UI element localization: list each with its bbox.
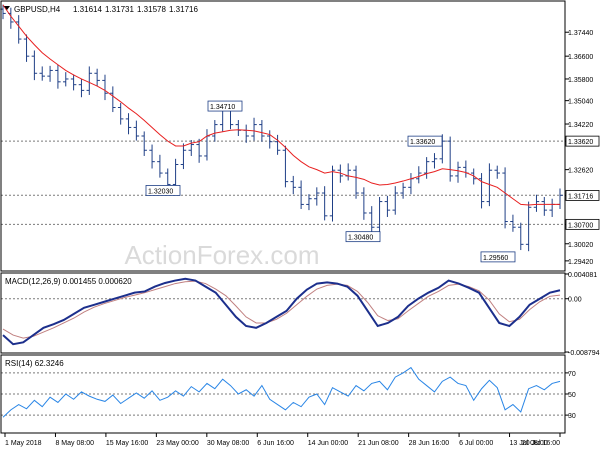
rsi-y-tick-label: 70: [568, 371, 576, 378]
ohlc-high: 1.31731: [105, 5, 134, 14]
price-annotation-label: 1.34710: [210, 104, 235, 111]
rsi-y-tick-label: 50: [568, 392, 576, 399]
price-y-tick-label: 1.33620: [568, 139, 593, 146]
axis-layer: 1.37440 1.36600 1.35800 1.35040 1.34220 1.336…: [4, 30, 600, 447]
price-annotation-box: [145, 185, 181, 196]
x-tick-label: 14 Jun 00:00: [308, 440, 349, 447]
price-y-tick-label: 1.29420: [568, 259, 593, 266]
macd-panel-frame: [0, 272, 566, 354]
rsi-title: RSI(14) 62.3246: [5, 359, 64, 368]
label-layer: GBPUSD,H4 1.31614 1.31731 1.31578 1.3171…: [4, 5, 198, 368]
x-tick-label: 13 Jul 08:00: [510, 440, 548, 447]
price-annotation-label: 1.30480: [348, 235, 373, 242]
price-y-tick-box: [565, 218, 600, 230]
ohlc-low: 1.31578: [137, 5, 166, 14]
macd-signal-line: [2, 280, 561, 339]
price-y-tick-label: 1.37440: [568, 30, 593, 37]
price-y-tick-label: 1.31716: [568, 193, 593, 200]
price-panel-frame: [0, 0, 566, 272]
x-tick-label: 8 May 08:00: [55, 440, 94, 447]
macd-y-tick-label: 0.004081: [568, 272, 597, 279]
ohlc-close: 1.31716: [169, 5, 198, 14]
price-y-tick-label: 1.32620: [568, 168, 593, 175]
price-y-tick-label: 1.34220: [568, 122, 593, 129]
ohlc-open: 1.31614: [73, 5, 102, 14]
x-tick-label: 15 May 16:00: [106, 440, 149, 447]
macd-line: [2, 277, 561, 346]
frame-layer: [0, 0, 566, 434]
watermark: ActionForex.com: [124, 240, 319, 270]
price-annotation-label: 1.32030: [148, 188, 173, 195]
price-y-tick-box: [565, 135, 600, 147]
price-y-tick-label: 1.36600: [568, 54, 593, 61]
price-annotation-box: [207, 100, 243, 112]
price-y-tick-label: 1.35040: [568, 99, 593, 106]
price-annotation-label: 1.33620: [410, 139, 435, 146]
price-y-tick-label: 1.35800: [568, 77, 593, 84]
macd-y-tick-label: 0.00: [568, 297, 582, 304]
x-tick-label: 23 May 00:00: [156, 440, 199, 447]
price-y-tick-label: 1.30020: [568, 242, 593, 249]
ema-line: [2, 4, 560, 206]
macd-y-tick-label: -0.008794: [568, 350, 600, 357]
price-annotation-box: [345, 231, 381, 243]
x-tick-label: 6 Jul 00:00: [459, 440, 493, 447]
price-annotation-label: 1.29560: [483, 255, 508, 262]
macd-title: MACD(12,26,9) 0.001455 0.000620: [5, 277, 132, 286]
x-tick-label: 20 Jul 16:00: [522, 440, 560, 447]
price-y-tick-box: [565, 190, 600, 201]
price-annotation-box: [480, 251, 516, 263]
symbol-triangle-icon: [4, 6, 10, 10]
plot-layer: [0, 4, 563, 418]
rsi-y-tick-label: 30: [568, 413, 576, 420]
price-annotation-box: [407, 135, 443, 147]
x-tick-label: 1 May 2018: [5, 440, 42, 447]
ohlc-readout: 1.31614 1.31731 1.31578 1.31716: [73, 5, 198, 14]
symbol-title: GBPUSD,H4: [14, 5, 61, 14]
x-tick-label: 6 Jun 16:00: [257, 440, 294, 447]
x-tick-label: 21 Jun 08:00: [358, 440, 399, 447]
x-tick-label: 30 May 08:00: [207, 440, 250, 447]
rsi-line: [2, 366, 561, 418]
x-tick-label: 28 Jun 16:00: [409, 440, 450, 447]
price-y-tick-label: 1.30700: [568, 222, 593, 229]
